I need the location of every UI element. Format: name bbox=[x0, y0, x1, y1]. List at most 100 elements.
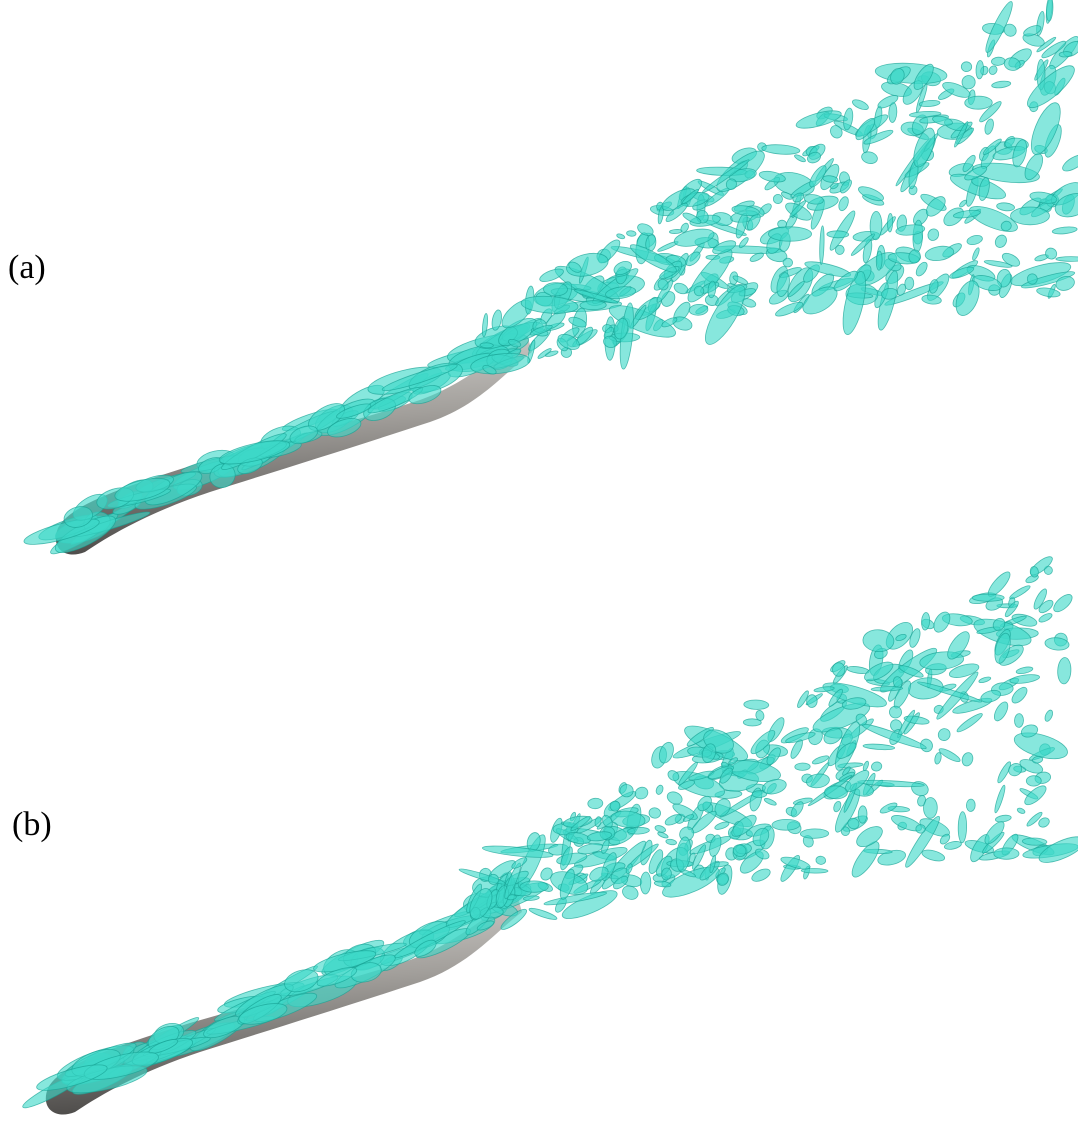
vortex-blob bbox=[775, 301, 804, 317]
vortex-blob bbox=[289, 425, 319, 445]
vortex-blob bbox=[693, 285, 705, 297]
vortex-blob bbox=[991, 56, 1006, 66]
vortex-blob bbox=[992, 617, 1006, 631]
vortex-blob bbox=[927, 228, 940, 241]
vortex-blob bbox=[908, 249, 921, 264]
vortex-blob bbox=[758, 170, 786, 183]
vortex-blob bbox=[714, 821, 730, 830]
vortex-blob bbox=[1054, 193, 1078, 218]
vortex-blob bbox=[833, 801, 842, 813]
vortex-blob bbox=[869, 211, 883, 241]
vortex-blob bbox=[842, 271, 866, 335]
vortex-blob bbox=[714, 798, 731, 817]
vortex-blob bbox=[938, 748, 961, 762]
vortex-blob bbox=[815, 855, 827, 865]
vortex-blob bbox=[949, 266, 975, 279]
vortex-blob bbox=[955, 280, 980, 316]
vortex-blob bbox=[911, 781, 929, 797]
vortex-blob bbox=[1038, 599, 1054, 614]
vortex-blob bbox=[1025, 775, 1042, 787]
vortex-blob bbox=[834, 244, 845, 255]
vortex-blob bbox=[537, 348, 552, 359]
vortex-blob bbox=[719, 767, 733, 784]
vortex-blob bbox=[826, 230, 850, 239]
vortex-blob bbox=[996, 202, 1015, 212]
vortex-blob bbox=[836, 742, 857, 759]
vortex-blob bbox=[594, 816, 602, 828]
vortex-blob bbox=[1032, 755, 1044, 764]
vortex-blob bbox=[685, 251, 701, 267]
vortex-blob bbox=[673, 282, 689, 295]
vortex-blob bbox=[909, 110, 942, 118]
vortex-blob bbox=[627, 827, 650, 835]
vortex-blob bbox=[933, 611, 951, 633]
vortex-blob bbox=[972, 275, 1003, 291]
vortex-blob bbox=[316, 967, 358, 987]
vortex-blob bbox=[1010, 206, 1050, 226]
vortex-blob bbox=[665, 838, 677, 846]
vortex-blob bbox=[603, 335, 618, 349]
vortex-blob bbox=[771, 818, 801, 831]
vortex-blob bbox=[709, 855, 717, 874]
vortex-blob bbox=[665, 202, 688, 222]
vortex-blob bbox=[978, 177, 990, 201]
vortex-blob bbox=[750, 730, 776, 755]
vortex-blob bbox=[1041, 40, 1067, 59]
vortex-blob bbox=[519, 880, 549, 893]
vortex-blob bbox=[857, 805, 868, 824]
vortex-blob bbox=[746, 213, 761, 231]
vortex-blob bbox=[634, 786, 649, 800]
vortex-blob bbox=[622, 885, 639, 900]
vortex-blob bbox=[1024, 153, 1044, 181]
vortex-blob bbox=[702, 159, 750, 193]
vortex-blob bbox=[688, 303, 709, 316]
vortex-blob bbox=[500, 908, 528, 930]
vortex-blob bbox=[924, 245, 955, 261]
vortex-blob bbox=[625, 863, 633, 874]
vortex-blob bbox=[1044, 709, 1054, 722]
vortex-blob bbox=[1046, 0, 1054, 22]
vortex-blob bbox=[840, 179, 852, 194]
vortex-blob bbox=[850, 233, 875, 256]
vortex-blob bbox=[639, 871, 652, 895]
vortex-blob bbox=[782, 257, 793, 268]
vortex-blob bbox=[543, 891, 608, 906]
vortex-field bbox=[22, 556, 1078, 1109]
vortex-blob bbox=[956, 713, 983, 733]
vortex-blob bbox=[1026, 811, 1043, 827]
vortex-blob bbox=[1051, 226, 1078, 235]
vortex-blob bbox=[904, 276, 915, 291]
vortex-blob bbox=[842, 766, 851, 776]
vortex-blob bbox=[843, 107, 854, 131]
vortex-blob bbox=[666, 791, 683, 805]
vortex-blob bbox=[833, 270, 859, 292]
vortex-blob bbox=[414, 939, 437, 957]
vortex-blob bbox=[680, 222, 689, 233]
vortex-blob bbox=[616, 233, 626, 240]
vortex-blob bbox=[728, 757, 738, 765]
vortex-blob bbox=[751, 790, 768, 798]
vortex-blob bbox=[763, 798, 777, 806]
vortex-blob bbox=[921, 612, 931, 631]
vortex-blob bbox=[209, 463, 236, 489]
vortex-blob bbox=[890, 67, 905, 85]
vortex-blob bbox=[805, 773, 830, 789]
vortex-blob bbox=[761, 778, 787, 795]
vortex-blob bbox=[828, 688, 843, 707]
vortex-blob bbox=[742, 718, 762, 727]
vortex-blob bbox=[917, 681, 983, 703]
vortex-blob bbox=[543, 282, 568, 297]
vortex-blob bbox=[785, 732, 816, 744]
vortex-blob bbox=[921, 849, 946, 862]
vortex-blob bbox=[988, 65, 998, 75]
vortex-blob bbox=[887, 213, 894, 233]
vortex-blob bbox=[964, 166, 988, 181]
vortex-blob bbox=[813, 686, 835, 693]
vortex-blob bbox=[855, 118, 876, 141]
vortex-blob bbox=[761, 144, 801, 155]
vortex-blob bbox=[63, 506, 93, 528]
vortex-blob bbox=[559, 868, 575, 900]
vortex-blob bbox=[971, 162, 1040, 184]
vortex-blob bbox=[1033, 588, 1047, 610]
vortex-blob bbox=[1055, 256, 1078, 262]
